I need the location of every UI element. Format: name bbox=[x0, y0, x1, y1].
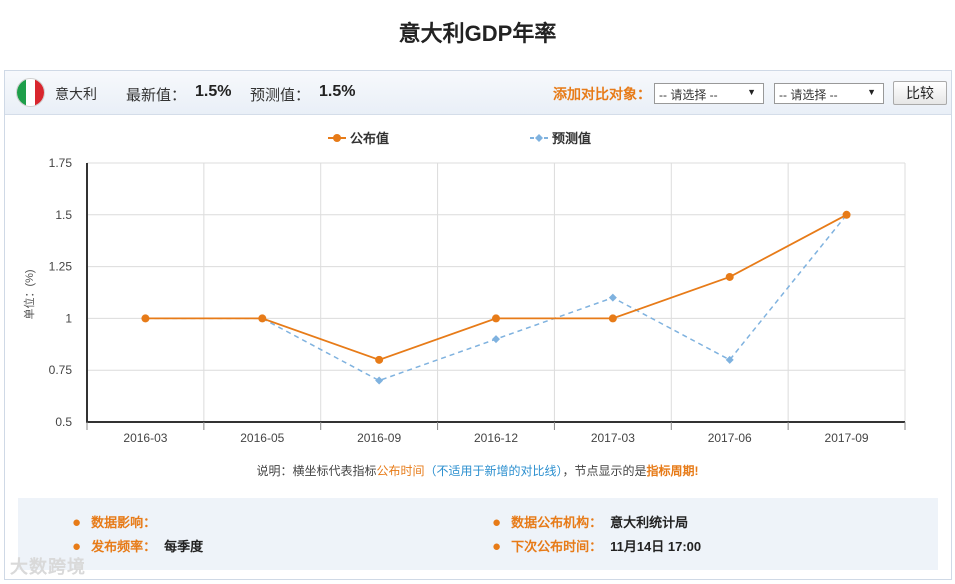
data-point-forecast bbox=[375, 376, 384, 385]
x-tick-label: 2017-03 bbox=[591, 431, 635, 445]
x-tick-label: 2017-06 bbox=[708, 431, 752, 445]
y-tick-label: 1.5 bbox=[55, 208, 72, 222]
bullet-icon: ● bbox=[492, 538, 502, 555]
latest-value: 1.5% bbox=[195, 83, 232, 100]
next-release-value: 11月14日 17:00 bbox=[610, 539, 702, 554]
bullet-icon: ● bbox=[492, 514, 502, 531]
agency-value: 意大利统计局 bbox=[610, 515, 689, 530]
agency-label: 数据公布机构： bbox=[511, 515, 603, 530]
country-name: 意大利 bbox=[55, 86, 97, 102]
bullet-icon: ● bbox=[72, 514, 82, 531]
y-tick-label: 1.25 bbox=[49, 260, 73, 274]
flag-stripe-green bbox=[17, 79, 26, 106]
chevron-down-icon: ▼ bbox=[747, 87, 756, 97]
y-tick-label: 1.75 bbox=[49, 156, 73, 170]
flag-stripe-white bbox=[26, 79, 35, 106]
data-point-actual bbox=[258, 314, 267, 323]
legend-label: 预测值 bbox=[552, 131, 591, 146]
y-axis-label: 单位：(%) bbox=[22, 269, 36, 319]
info-box: ● 数据影响： ● 发布频率： 每季度 ● 数据公布机构： 意大利统计局 ● 下次公布时间：… bbox=[18, 498, 938, 570]
legend-label: 公布值 bbox=[350, 131, 389, 146]
data-point-forecast bbox=[725, 355, 734, 364]
series-line-forecast bbox=[145, 214, 848, 382]
note-suffix: ! bbox=[694, 464, 699, 478]
data-point-actual bbox=[375, 355, 384, 364]
info-frequency: ● 发布频率： 每季度 bbox=[72, 536, 203, 555]
watermark: 大数跨境 bbox=[10, 557, 86, 577]
frequency-label: 发布频率： bbox=[91, 539, 157, 554]
legend-marker-actual bbox=[333, 134, 341, 142]
y-tick-label: 1 bbox=[65, 311, 72, 325]
data-point-forecast bbox=[608, 293, 617, 302]
legend-marker-forecast bbox=[535, 134, 543, 142]
forecast-value: 1.5% bbox=[319, 83, 356, 100]
data-point-actual bbox=[608, 314, 617, 323]
compare-select-1-value: -- 请选择 -- bbox=[659, 88, 718, 102]
info-agency: ● 数据公布机构： 意大利统计局 bbox=[492, 512, 688, 531]
note-paren: （不适用于新增的对比线） bbox=[424, 464, 563, 478]
info-next-release: ● 下次公布时间： 11月14日 17:00 bbox=[492, 536, 701, 555]
line-chart: 0.5 0.75 1 1.25 1.5 1.75 2016-03 2016-05 2016-09… bbox=[22, 131, 906, 445]
compare-button[interactable]: 比较 bbox=[893, 81, 947, 105]
panel-header: 意大利 最新值： 1.5% 预测值： 1.5% 添加对比对象： -- 请选择 -… bbox=[5, 71, 951, 115]
indicator-panel: 意大利 最新值： 1.5% 预测值： 1.5% 添加对比对象： -- 请选择 -… bbox=[4, 70, 952, 580]
data-point-actual bbox=[141, 314, 150, 323]
x-tick-label: 2016-05 bbox=[240, 431, 284, 445]
x-tick-label: 2016-12 bbox=[474, 431, 518, 445]
data-point-actual bbox=[842, 210, 851, 219]
compare-select-2[interactable]: -- 请选择 -- ▼ bbox=[774, 83, 884, 104]
page-title: 意大利GDP年率 bbox=[398, 21, 557, 46]
note-middle: ，节点显示的是 bbox=[562, 464, 647, 478]
latest-label: 最新值： bbox=[126, 87, 187, 104]
data-point-actual bbox=[725, 272, 734, 281]
y-tick-label: 0.75 bbox=[49, 363, 73, 377]
chart-note: 说明：横坐标代表指标公布时间（不适用于新增的对比线），节点显示的是指标周期! bbox=[0, 462, 955, 479]
x-tick-label: 2017-09 bbox=[825, 431, 869, 445]
data-point-forecast bbox=[492, 335, 500, 344]
compare-select-2-value: -- 请选择 -- bbox=[779, 88, 838, 102]
x-tick-label: 2016-03 bbox=[123, 431, 167, 445]
note-publish-time: 公布时间 bbox=[376, 464, 425, 478]
note-prefix: 说明：横坐标代表指标 bbox=[256, 464, 377, 478]
note-period: 指标周期 bbox=[646, 464, 695, 478]
compare-label: 添加对比对象： bbox=[553, 86, 651, 102]
bullet-icon: ● bbox=[72, 538, 82, 555]
compare-select-1[interactable]: -- 请选择 -- ▼ bbox=[654, 83, 764, 104]
italy-flag-icon bbox=[16, 78, 45, 107]
x-tick-label: 2016-09 bbox=[357, 431, 401, 445]
chevron-down-icon: ▼ bbox=[867, 87, 876, 97]
flag-stripe-red bbox=[35, 79, 44, 106]
info-impact: ● 数据影响： bbox=[72, 512, 164, 531]
next-release-label: 下次公布时间： bbox=[511, 539, 603, 554]
y-tick-label: 0.5 bbox=[55, 415, 72, 429]
impact-label: 数据影响： bbox=[91, 515, 157, 530]
frequency-value: 每季度 bbox=[164, 539, 204, 554]
forecast-label: 预测值： bbox=[250, 87, 311, 104]
data-point-actual bbox=[492, 314, 500, 323]
